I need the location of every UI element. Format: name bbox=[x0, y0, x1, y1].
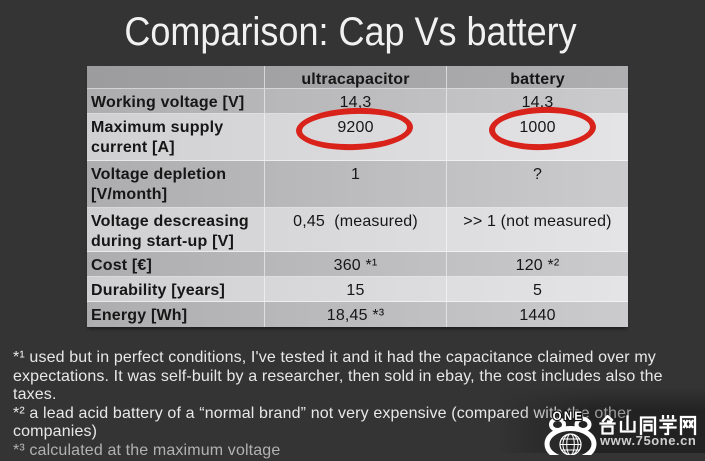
svg-text:ONE: ONE bbox=[553, 411, 585, 423]
